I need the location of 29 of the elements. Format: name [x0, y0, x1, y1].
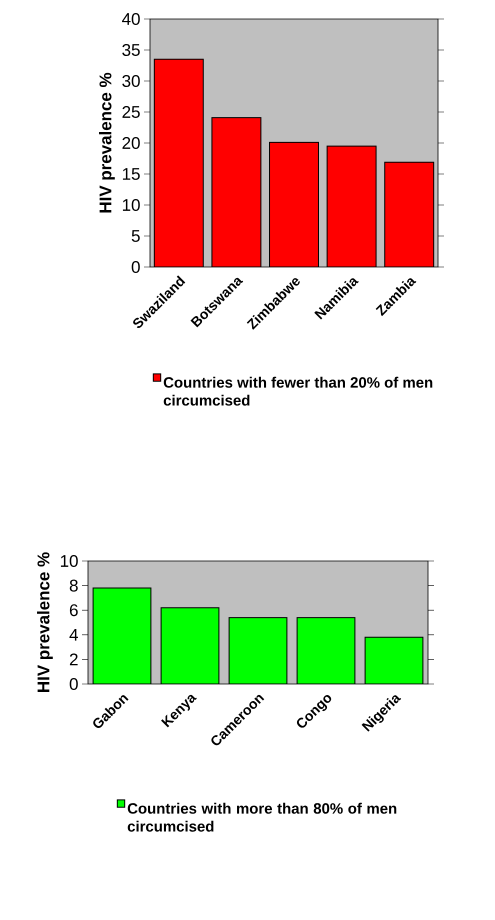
y-tick-label: 5 [132, 230, 140, 242]
y-tick-label: 0 [70, 678, 78, 690]
y-tick-label: 4 [69, 628, 78, 641]
bar [297, 618, 355, 684]
bar [212, 118, 261, 267]
y-tick-label: 2 [70, 653, 78, 666]
legend-label: Countries with fewer than 20% of men circumcised [164, 376, 432, 406]
bar [229, 618, 287, 684]
bar [93, 588, 151, 684]
y-tick-label: 8 [70, 580, 78, 592]
legend-label: Countries with more than 80% of men circumcised [128, 802, 396, 832]
bar [154, 59, 204, 267]
y-tick-label: 10 [122, 198, 140, 211]
y-tick-label: 15 [122, 168, 140, 180]
y-tick-label: 30 [122, 74, 140, 87]
y-tick-label: 35 [122, 44, 140, 56]
y-tick-label: 40 [122, 12, 140, 25]
y-axis-title: HIV prevalence % [99, 72, 115, 212]
y-tick-label: 10 [60, 555, 78, 567]
bar [161, 608, 219, 684]
y-tick-label: 25 [122, 106, 140, 118]
y-tick-label: 6 [70, 604, 78, 616]
y-axis-title: HIV prevalence % [37, 552, 53, 692]
bar [270, 142, 318, 267]
bar [327, 146, 376, 267]
y-tick-label: 20 [122, 136, 140, 149]
bar [384, 162, 434, 267]
y-tick-label: 0 [132, 260, 140, 273]
bar [364, 636, 424, 684]
